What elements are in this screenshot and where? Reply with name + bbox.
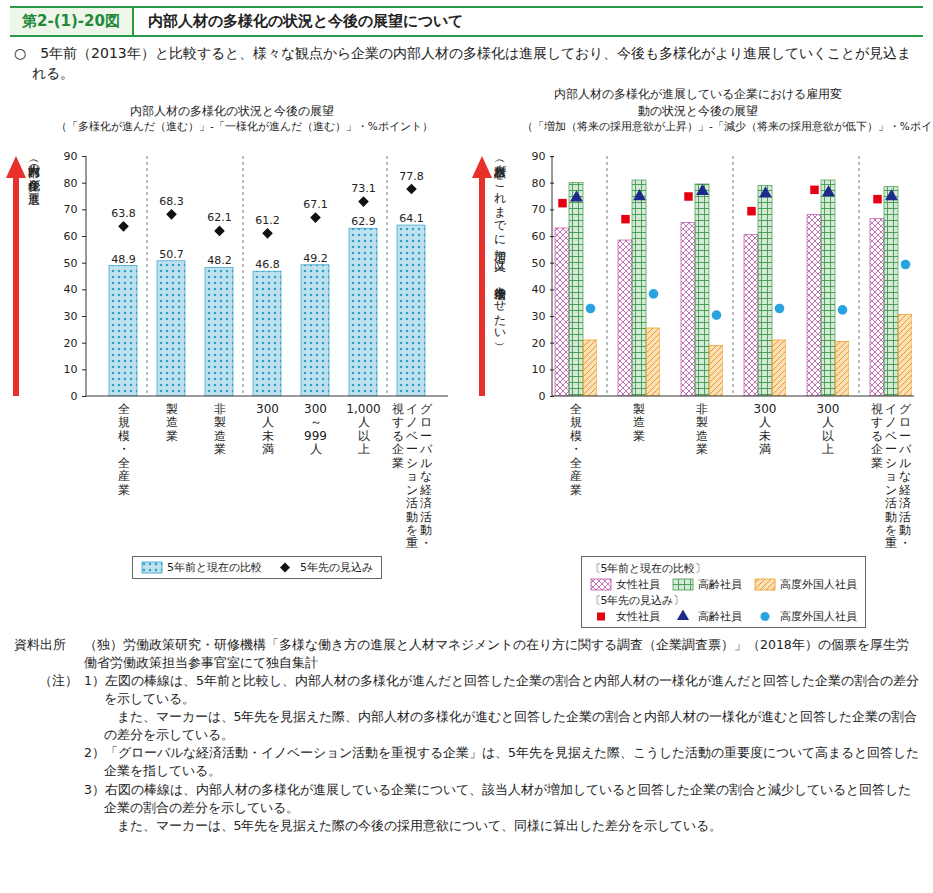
- svg-text:グローバルな経済活動・: グローバルな経済活動・: [898, 402, 912, 550]
- svg-text:61.2: 61.2: [255, 213, 280, 226]
- svg-text:イノベーション活動を重: イノベーション活動を重: [885, 402, 897, 550]
- html-text:5年先の見込み: 5年先の見込み: [300, 560, 373, 574]
- html-text:高度外国人社員: 高度外国人社員: [779, 577, 857, 591]
- html-text:（該当人材がこれまでに増加、又は、今後増加させたい）: （該当人材がこれまでに増加、又は、今後増加させたい）: [492, 155, 507, 334]
- svg-text:20: 20: [532, 336, 546, 349]
- svg-text:90: 90: [532, 150, 546, 163]
- svg-text:製造業: 製造業: [633, 402, 645, 443]
- svg-text:63.8: 63.8: [111, 206, 136, 219]
- html-text:3）右図の棒線は、内部人材の多様化が進展している企業について: 3）右図の棒線は、内部人材の多様化が進展している企業について、該当人材が増加して…: [84, 781, 911, 815]
- svg-text:60: 60: [64, 230, 78, 243]
- svg-text:300人未満: 300人未満: [754, 402, 777, 456]
- html-text:1）左図の棒線は、5年前と比較し、内部人材の多様化が進んだと: 1）左図の棒線は、5年前と比較し、内部人材の多様化が進んだと回答した企業の割合と…: [84, 672, 919, 706]
- html-text:第2-(1)-20図: 第2-(1)-20図: [22, 12, 120, 30]
- svg-text:40: 40: [532, 283, 546, 296]
- svg-text:視する企業: 視する企業: [871, 402, 883, 470]
- svg-text:イノベーション活動を重: イノベーション活動を重: [406, 402, 418, 550]
- html-text:（内部人材の多様化が進展）: （内部人材の多様化が進展）: [26, 155, 41, 184]
- html-text:〔5年先の見込み〕: 〔5年先の見込み〕: [589, 593, 685, 607]
- svg-text:80: 80: [532, 176, 546, 189]
- html-text:資料出所: 資料出所: [14, 636, 66, 652]
- svg-text:70: 70: [532, 203, 546, 216]
- svg-text:300人未満: 300人未満: [256, 402, 279, 456]
- svg-text:80: 80: [64, 176, 78, 189]
- svg-text:50: 50: [532, 256, 546, 269]
- svg-text:77.8: 77.8: [399, 169, 424, 182]
- svg-text:48.9: 48.9: [111, 252, 136, 265]
- html-text:5年前と現在の比較: 5年前と現在の比較: [167, 560, 262, 574]
- svg-text:49.2: 49.2: [303, 251, 328, 264]
- html-text:高度外国人社員: 高度外国人社員: [779, 609, 857, 623]
- svg-text:64.1: 64.1: [399, 212, 424, 225]
- html-text:女性社員: 女性社員: [615, 609, 660, 623]
- svg-text:40: 40: [64, 283, 78, 296]
- svg-text:10: 10: [64, 363, 78, 376]
- svg-text:非製造業: 非製造業: [214, 402, 226, 456]
- html-text:また、マーカーは、5年先を見据えた際の今後の採用意欲について: また、マーカーは、5年先を見据えた際の今後の採用意欲について、同様に算出した差分…: [116, 817, 723, 833]
- html-text:内部人材の多様化の状況と今後の展望: 内部人材の多様化の状況と今後の展望: [130, 103, 334, 118]
- svg-text:製造業: 製造業: [166, 402, 178, 443]
- html-text:○ 5年前（2013年）と比較すると、様々な観点から企業の内: ○ 5年前（2013年）と比較すると、様々な観点から企業の内部人材の多様化は進展…: [14, 45, 911, 82]
- svg-text:グローバルな経済活動・: グローバルな経済活動・: [419, 402, 433, 550]
- svg-text:全規模・全産業: 全規模・全産業: [118, 402, 130, 497]
- html-text:〔5年前と現在の比較〕: 〔5年前と現在の比較〕: [589, 561, 707, 575]
- svg-text:67.1: 67.1: [303, 198, 328, 211]
- svg-text:0: 0: [539, 390, 546, 403]
- html-text:内部人材の多様化が進展している企業における雇用変動の状況と今: 内部人材の多様化が進展している企業における雇用変動の状況と今後の展望: [554, 86, 842, 118]
- svg-text:300人以上: 300人以上: [817, 402, 840, 456]
- svg-text:視する企業: 視する企業: [392, 402, 404, 470]
- html-text:女性社員: 女性社員: [615, 577, 660, 591]
- svg-text:46.8: 46.8: [255, 258, 280, 271]
- svg-text:10: 10: [532, 363, 546, 376]
- svg-text:70: 70: [64, 203, 78, 216]
- svg-text:30: 30: [64, 310, 78, 323]
- svg-text:62.1: 62.1: [207, 211, 232, 224]
- svg-text:90: 90: [64, 150, 78, 163]
- svg-text:48.2: 48.2: [207, 254, 232, 267]
- html-text:また、マーカーは、5年先を見据えた際、内部人材の多様化が進む: また、マーカーは、5年先を見据えた際、内部人材の多様化が進むと回答した企業の割合…: [104, 709, 918, 743]
- svg-text:62.9: 62.9: [351, 215, 376, 228]
- svg-text:30: 30: [532, 310, 546, 323]
- html-text:（注）: （注）: [39, 672, 78, 688]
- html-text:2）「グローバルな経済活動・イノベーション活動を重視する企業: 2）「グローバルな経済活動・イノベーション活動を重視する企業」は、5年先を見据え…: [84, 745, 919, 779]
- svg-text:50.7: 50.7: [159, 247, 184, 260]
- svg-text:50: 50: [64, 256, 78, 269]
- html-text:高齢社員: 高齢社員: [697, 609, 742, 623]
- svg-text:73.1: 73.1: [351, 182, 376, 195]
- html-text:内部人材の多様化の状況と今後の展望について: 内部人材の多様化の状況と今後の展望について: [147, 12, 463, 30]
- svg-text:1,000人以上: 1,000人以上: [346, 402, 380, 456]
- svg-text:0: 0: [71, 390, 78, 403]
- svg-text:全規模・全産業: 全規模・全産業: [570, 402, 582, 497]
- svg-text:60: 60: [532, 230, 546, 243]
- html-text:高齢社員: 高齢社員: [697, 577, 742, 591]
- svg-text:300～999人: 300～999人: [304, 402, 327, 456]
- svg-text:68.3: 68.3: [159, 194, 184, 207]
- svg-text:非製造業: 非製造業: [696, 402, 708, 456]
- svg-text:20: 20: [64, 336, 78, 349]
- html-text:（独）労働政策研究・研修機構「多様な働き方の進展と人材マネジ: （独）労働政策研究・研修機構「多様な働き方の進展と人材マネジメントの在り方に関す…: [84, 636, 909, 670]
- html-text:（「多様化が進んだ（進む）」-「一様化が進んだ（進む）」・%: （「多様化が進んだ（進む）」-「一様化が進んだ（進む）」・%ポイント）: [56, 119, 433, 132]
